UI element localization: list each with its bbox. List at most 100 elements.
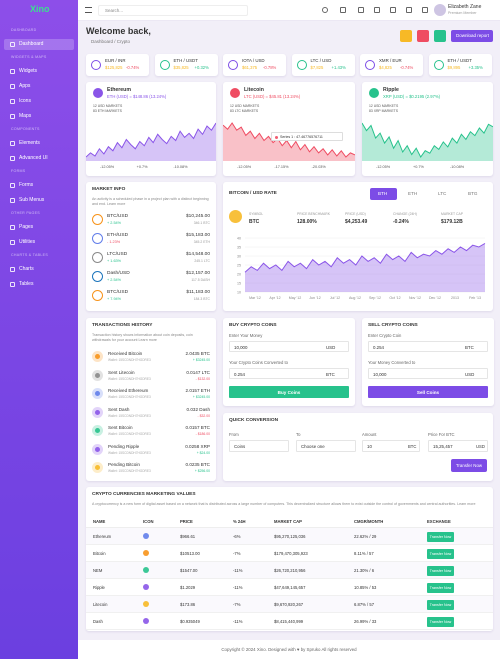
cell-change: -7% — [233, 550, 241, 556]
menu-item[interactable]: Forms — [4, 180, 74, 191]
menu-item[interactable]: Utilities — [4, 237, 74, 248]
topbar-icon[interactable] — [340, 7, 346, 13]
input-field[interactable]: 0.254 BTC — [229, 368, 349, 379]
ticker-price: $35,825 — [173, 65, 189, 70]
cell-price: $1547.00 — [180, 567, 198, 573]
input-unit: USD — [476, 444, 485, 449]
table-header: MARKET CAP — [274, 519, 302, 524]
input-field[interactable]: Coins — [229, 440, 289, 452]
coin-icon — [92, 214, 103, 225]
input-field[interactable]: 10,000 USD — [229, 341, 349, 352]
card-description: Transaction history shows information ab… — [92, 333, 193, 342]
ticker-card: ETH / USDT $9,895 +3.35% — [428, 54, 492, 76]
table-row — [86, 545, 493, 562]
transaction-amount: 2.0435 BTC — [185, 351, 210, 356]
topbar-icon[interactable] — [422, 7, 428, 13]
transfer-button[interactable]: Transfer Now — [427, 582, 454, 593]
input-field[interactable]: 0.254 BTC — [368, 341, 488, 352]
topbar-icon[interactable] — [406, 7, 412, 13]
buy-button[interactable]: Buy Coins — [229, 386, 349, 398]
rate-card: BITCOIN / USD RATE BTH ETH LTC BTG SYMBOL BTC P… — [223, 182, 493, 311]
transfer-button[interactable]: Transfer Now — [427, 565, 454, 576]
transfer-button[interactable]: Transfer Now — [451, 459, 487, 472]
action-button[interactable] — [400, 30, 412, 42]
button-label: Download report — [456, 33, 490, 38]
transaction-wallet: Wallet: 15SCDNDH7HGDRE3 — [108, 395, 151, 399]
menu-label: Dashboard — [19, 41, 44, 47]
transaction-amount: 0.032 Dash — [186, 406, 211, 412]
button-label: Transfer Now — [429, 585, 452, 590]
input-field[interactable]: 10,000 USD — [368, 368, 488, 379]
topbar-icon[interactable] — [374, 7, 380, 13]
market-change: + 1.63% — [107, 259, 122, 263]
card-title: QUICK CONVERSION — [229, 418, 279, 423]
cell-name: Bitcoin — [93, 550, 106, 556]
menu-toggle — [85, 7, 92, 13]
ticker-price: $61,375 — [242, 65, 258, 70]
transaction-name: Sent Dash — [108, 406, 130, 412]
transfer-button[interactable]: Transfer Now — [427, 616, 454, 627]
menu-item[interactable]: Maps — [4, 111, 74, 122]
input-value: 10,000 — [234, 344, 248, 350]
menu-item[interactable]: Elements — [4, 138, 74, 149]
menu-item[interactable]: Widgets — [4, 66, 74, 77]
ticker-pair: LTC / USD — [310, 58, 332, 63]
menu-icon — [10, 267, 15, 272]
transaction-name: Pending Ripple — [108, 443, 140, 449]
rate-tab[interactable]: ETH — [400, 188, 427, 200]
y-tick-label: 25 — [237, 263, 241, 267]
transaction-name: Received Ethereum — [108, 388, 149, 393]
search-box[interactable]: Search... — [98, 5, 248, 16]
menu-item[interactable]: Tables — [4, 279, 74, 290]
rate-stat-label: MARKET CAP — [441, 212, 463, 216]
input-field[interactable]: Choose one — [296, 440, 356, 452]
button-label: Transfer Now — [429, 534, 452, 539]
download-button[interactable]: Download report — [451, 30, 493, 42]
transfer-button[interactable]: Transfer Now — [427, 548, 454, 559]
coin-stat: +0.7% — [413, 165, 424, 169]
cell-price: $966.61 — [180, 533, 196, 539]
input-unit: USD — [326, 344, 336, 350]
menu-item[interactable]: Icons — [4, 96, 74, 107]
input-value: 0.254 — [234, 371, 245, 377]
input-field[interactable]: 15,25,457 USD — [428, 440, 488, 452]
ticker-change: +0.32% — [194, 65, 209, 70]
rate-tab[interactable]: BTG — [460, 188, 487, 200]
menu-icon — [10, 198, 15, 203]
menu-icon — [10, 240, 15, 245]
topbar-icon[interactable] — [390, 7, 396, 13]
y-tick-label: 30 — [237, 254, 241, 258]
user-role: Premium Member — [448, 11, 477, 15]
coin-markets: 12 USD MARKETS — [369, 104, 399, 108]
menu-item[interactable]: Pages — [4, 222, 74, 233]
input-field[interactable]: 10 BTC — [362, 440, 420, 452]
sell-button[interactable]: Sell Coins — [368, 386, 488, 398]
action-button[interactable] — [434, 30, 446, 42]
transfer-button[interactable]: Transfer Now — [427, 531, 454, 542]
transfer-button[interactable]: Transfer Now — [427, 599, 454, 610]
table-header-row — [86, 516, 493, 528]
coin-card: Ripple XRP (USD) = $0.2195 (2.97%) 12 USD … — [362, 82, 493, 176]
market-change: + 7.94% — [107, 297, 122, 301]
menu-item[interactable]: Apps — [4, 81, 74, 92]
menu-item[interactable]: Charts — [4, 264, 74, 275]
action-button[interactable] — [417, 30, 429, 42]
rate-tab[interactable]: LTC — [430, 188, 457, 200]
menu-item[interactable]: Advanced UI — [4, 153, 74, 164]
coin-markets: 83 XRP MARKETS — [369, 109, 398, 113]
rate-tab[interactable]: BTH — [370, 188, 397, 200]
y-tick-label: 20 — [237, 272, 241, 276]
menu-label: Charts — [19, 266, 34, 272]
cell-cmgr: 22.62% / 29 — [354, 533, 377, 539]
topbar-icon[interactable] — [358, 7, 364, 13]
market-pair: Dash/USD — [107, 271, 130, 276]
y-tick-label: 15 — [237, 281, 241, 285]
menu-item[interactable]: Dashboard — [4, 39, 74, 50]
menu-section: DASHBOARD — [11, 28, 37, 32]
menu-item[interactable]: Sub Menus — [4, 195, 74, 206]
coin-icon — [369, 88, 379, 98]
market-change: + 2.54% — [107, 278, 122, 282]
tab-label: ETH — [408, 191, 418, 196]
coin-icon — [143, 567, 149, 573]
topbar-icon[interactable] — [322, 7, 328, 13]
